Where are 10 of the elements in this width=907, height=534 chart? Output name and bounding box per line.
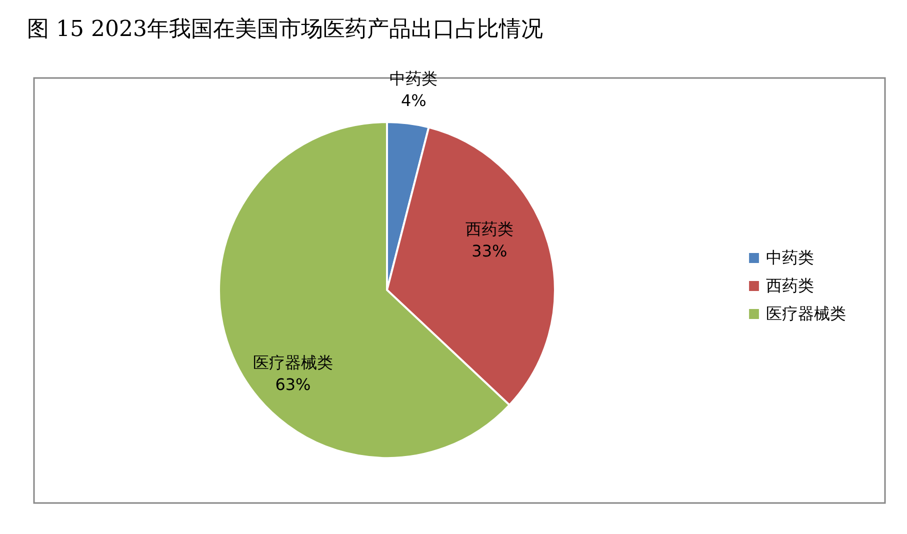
data-label: 63% [275, 374, 311, 394]
legend-label: 西药类 [766, 276, 814, 295]
data-label: 33% [472, 241, 508, 260]
legend-label: 中药类 [766, 248, 814, 267]
legend-label: 医疗器械类 [766, 304, 846, 323]
slice-label: 中药类 [390, 69, 438, 88]
slice-label: 医疗器械类 [252, 352, 333, 372]
slice-label: 西药类 [465, 219, 514, 238]
data-label: 4% [400, 91, 426, 110]
chart-title: 图 15 2023年我国在美国市场医药产品出口占比情况 [27, 17, 543, 42]
